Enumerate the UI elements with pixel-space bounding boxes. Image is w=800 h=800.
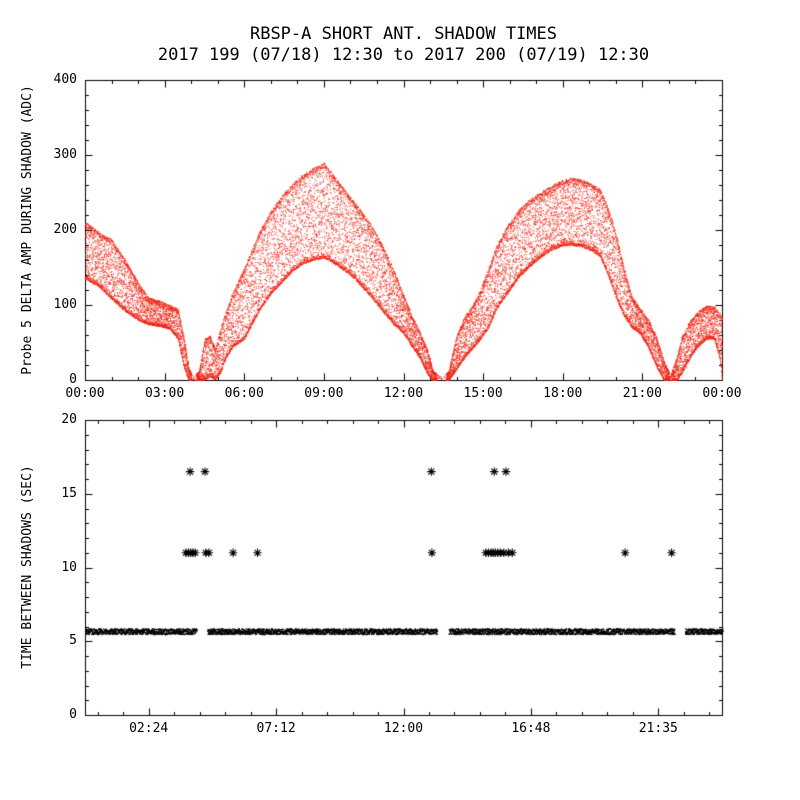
top-x-tick-label: 00:00: [65, 386, 105, 401]
bottom-x-tick-label: 02:24: [129, 721, 169, 736]
bottom-x-tick-label: 12:00: [383, 721, 424, 736]
bottom-y-tick-label: 5: [69, 633, 77, 649]
top-x-tick-label: 18:00: [543, 386, 583, 401]
top-x-tick-label: 12:00: [383, 386, 424, 401]
bottom-y-tick-label: 15: [61, 485, 77, 501]
bottom-y-tick-label: 10: [61, 559, 77, 575]
bottom-x-tick-label: 21:35: [638, 721, 678, 736]
top-x-tick-label: 09:00: [304, 386, 344, 401]
bottom-x-tick-label: 07:12: [256, 721, 296, 736]
top-x-tick-label: 15:00: [463, 386, 503, 401]
chart-title: RBSP-A SHORT ANT. SHADOW TIMES: [249, 24, 558, 44]
top-x-tick-label: 03:00: [145, 386, 185, 401]
top-y-tick-label: 300: [53, 147, 77, 162]
top-y-tick-label: 400: [53, 72, 77, 87]
bottom-x-tick-label: 16:48: [511, 721, 551, 736]
top-x-tick-label: 06:00: [224, 386, 264, 401]
top-x-tick-label: 21:00: [622, 386, 662, 401]
top-y-tick-label: 100: [53, 297, 77, 312]
bottom-y-tick-label: 20: [61, 412, 77, 427]
title-block: RBSP-A SHORT ANT. SHADOW TIMES 2017 199 …: [85, 24, 722, 66]
chart-subtitle: 2017 199 (07/18) 12:30 to 2017 200 (07/1…: [157, 45, 650, 65]
bottom-y-tick-label: 0: [69, 707, 77, 722]
top-y-tick-label: 200: [53, 222, 77, 237]
top-y-tick-label: 0: [69, 372, 77, 387]
top-x-tick-label: 00:00: [702, 386, 742, 401]
